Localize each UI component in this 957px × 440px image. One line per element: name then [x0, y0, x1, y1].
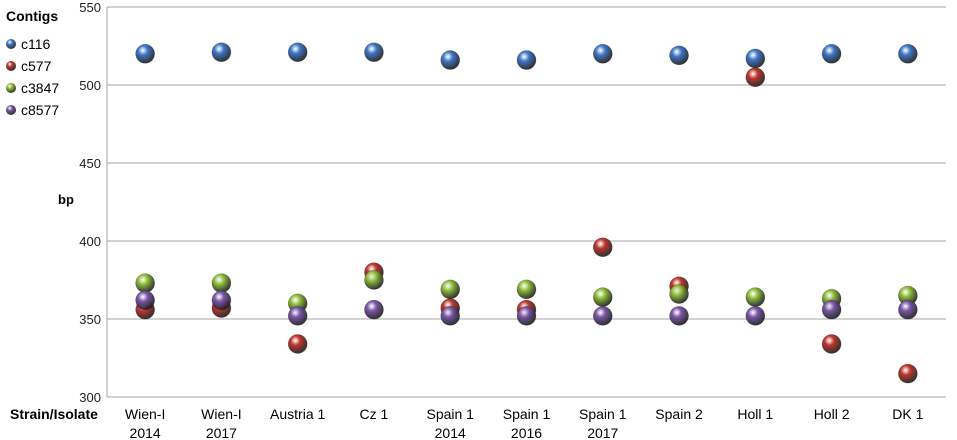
- point-c116: [745, 48, 766, 69]
- point-c3847: [135, 273, 155, 293]
- legend-label-c8577: c8577: [21, 102, 59, 118]
- point-c8577: [440, 306, 461, 326]
- legend-label-c577: c577: [21, 58, 52, 74]
- point-c8577: [287, 306, 308, 326]
- point-c116: [440, 50, 461, 70]
- legend-title: Contigs: [6, 8, 58, 24]
- legend-label-c116: c116: [21, 36, 51, 52]
- legend-marker-c3847: [6, 83, 16, 93]
- point-c3847: [745, 287, 766, 307]
- x-axis-label: Strain/Isolate: [10, 406, 98, 422]
- legend-marker-c577: [6, 61, 16, 71]
- point-c577: [745, 67, 766, 87]
- point-c116: [287, 42, 308, 63]
- y-tick-label: 500: [79, 78, 101, 93]
- point-c8577: [211, 290, 232, 311]
- x-tick-label: Cz 1: [360, 406, 389, 422]
- point-c8577: [745, 306, 766, 326]
- point-c3847: [440, 279, 461, 300]
- y-tick-label: 400: [79, 234, 101, 249]
- point-c8577: [669, 306, 689, 326]
- point-c577: [898, 363, 918, 384]
- data-points: [135, 42, 918, 384]
- x-tick-label: Holl 1: [737, 406, 773, 422]
- y-tick-label: 450: [79, 156, 101, 171]
- x-tick-label: Wien-I 2014: [125, 406, 165, 440]
- point-c116: [135, 43, 155, 64]
- point-c8577: [898, 299, 918, 320]
- point-c577: [287, 334, 308, 354]
- point-c3847: [516, 279, 537, 300]
- point-c8577: [364, 299, 384, 320]
- point-c8577: [592, 306, 613, 326]
- y-tick-label: 550: [79, 0, 101, 15]
- x-tick-label: Spain 1 2014: [426, 406, 474, 440]
- point-c3847: [364, 270, 384, 290]
- legend-label-c3847: c3847: [21, 80, 59, 96]
- point-c116: [516, 50, 537, 70]
- point-c116: [592, 43, 613, 64]
- y-axis-label: bp: [58, 192, 74, 207]
- point-c3847: [669, 284, 689, 304]
- point-c116: [211, 42, 232, 63]
- point-c8577: [821, 299, 842, 320]
- legend-marker-c8577: [6, 105, 16, 115]
- point-c116: [364, 42, 384, 63]
- legend: Contigs c116 c577 c3847 c8577: [6, 8, 59, 118]
- point-c577: [821, 334, 842, 354]
- y-tick-label: 300: [79, 390, 101, 405]
- point-c3847: [592, 287, 613, 307]
- x-tick-label: Spain 2: [655, 406, 703, 422]
- point-c577: [592, 237, 613, 258]
- point-c116: [898, 43, 918, 64]
- legend-marker-c116: [6, 39, 16, 49]
- x-tick-label: Spain 1 2017: [579, 406, 627, 440]
- category-labels: Wien-I 2014 Wien-I 2017 Austria 1 Cz 1 Spain 1…: [125, 406, 924, 440]
- x-tick-label: DK 1: [892, 406, 923, 422]
- y-axis: 300 350 400 450 500 550: [79, 0, 108, 405]
- point-c8577: [516, 306, 537, 326]
- point-c116: [821, 43, 842, 64]
- point-c3847: [211, 273, 232, 293]
- point-c116: [669, 45, 689, 66]
- x-tick-label: Spain 1 2016: [503, 406, 551, 440]
- x-tick-label: Austria 1: [270, 406, 325, 422]
- point-c8577: [135, 290, 155, 311]
- x-tick-label: Holl 2: [814, 406, 850, 422]
- y-tick-label: 350: [79, 312, 101, 327]
- x-tick-label: Wien-I 2017: [201, 406, 241, 440]
- gridlines: [107, 6, 946, 398]
